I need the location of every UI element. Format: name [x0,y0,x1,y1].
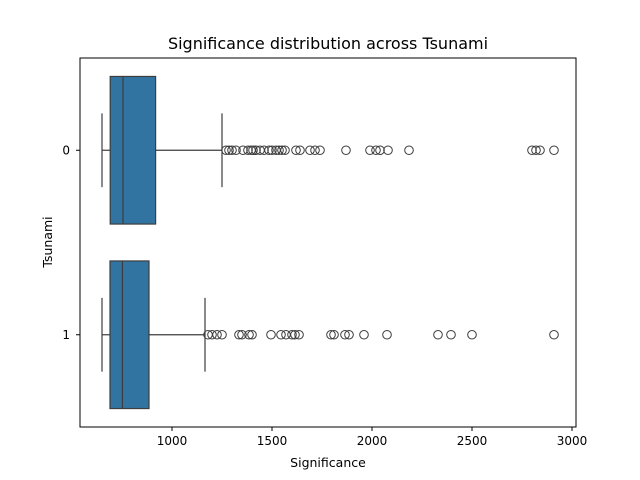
outlier-point [467,329,477,340]
outlier-point [382,329,392,340]
y-axis-label: Tsunami [40,216,55,268]
plot-area [79,57,577,428]
outlier-point [267,145,277,156]
outlier-point [259,145,269,156]
y-axis: 01 [62,143,80,342]
outlier-point [212,329,222,340]
outlier-point [247,329,257,340]
outlier-point [291,145,301,156]
outlier-point [315,145,325,156]
outlier-point [237,329,247,340]
box-iqr [109,260,150,410]
outlier-point [531,145,541,156]
boxes-layer [101,75,559,410]
outlier-point [527,145,537,156]
outlier-point [549,145,559,156]
outlier-point [295,145,305,156]
outlier-point [243,145,253,156]
outlier-point [549,329,559,340]
outlier-point [238,145,248,156]
outlier-point [277,145,287,156]
outlier-point [294,329,304,340]
box-group-1 [101,260,559,410]
outlier-point [404,145,414,156]
outlier-point [248,145,258,156]
x-tick-label: 1500 [257,434,288,448]
outlier-point [234,329,244,340]
outlier-point [266,329,276,340]
outlier-point [359,329,369,340]
outlier-point [224,145,234,156]
outlier-point [383,145,393,156]
outlier-point [244,329,254,340]
outlier-point [290,329,300,340]
x-axis: 1000 1500 2000 2500 3000 [157,427,588,448]
box-group-0 [101,75,559,225]
outlier-point [251,145,261,156]
outlier-point [344,329,354,340]
outlier-point [326,329,336,340]
outlier-point [446,329,456,340]
outlier-point [227,145,237,156]
outlier-point [217,329,227,340]
y-tick-label: 1 [62,328,70,342]
outlier-point [264,145,274,156]
box-iqr [109,75,157,225]
outlier-point [221,145,231,156]
x-tick-label: 2500 [457,434,488,448]
outlier-point [329,329,339,340]
x-tick-label: 3000 [557,434,588,448]
x-tick-label: 2000 [357,434,388,448]
y-tick-label: 0 [62,143,70,157]
outlier-point [365,145,375,156]
outlier-point [371,145,381,156]
outlier-point [207,329,217,340]
outlier-point [280,145,290,156]
outlier-point [341,145,351,156]
outlier-point [231,145,241,156]
outlier-point [310,145,320,156]
outlier-point [535,145,545,156]
x-axis-label: Significance [290,455,366,470]
outlier-point [287,329,297,340]
outlier-point [305,145,315,156]
x-tick-label: 1000 [157,434,188,448]
outlier-point [375,145,385,156]
outlier-point [340,329,350,340]
outlier-point [433,329,443,340]
outlier-point [274,145,284,156]
outlier-point [276,329,286,340]
chart-title: Significance distribution across Tsunami [168,34,488,53]
